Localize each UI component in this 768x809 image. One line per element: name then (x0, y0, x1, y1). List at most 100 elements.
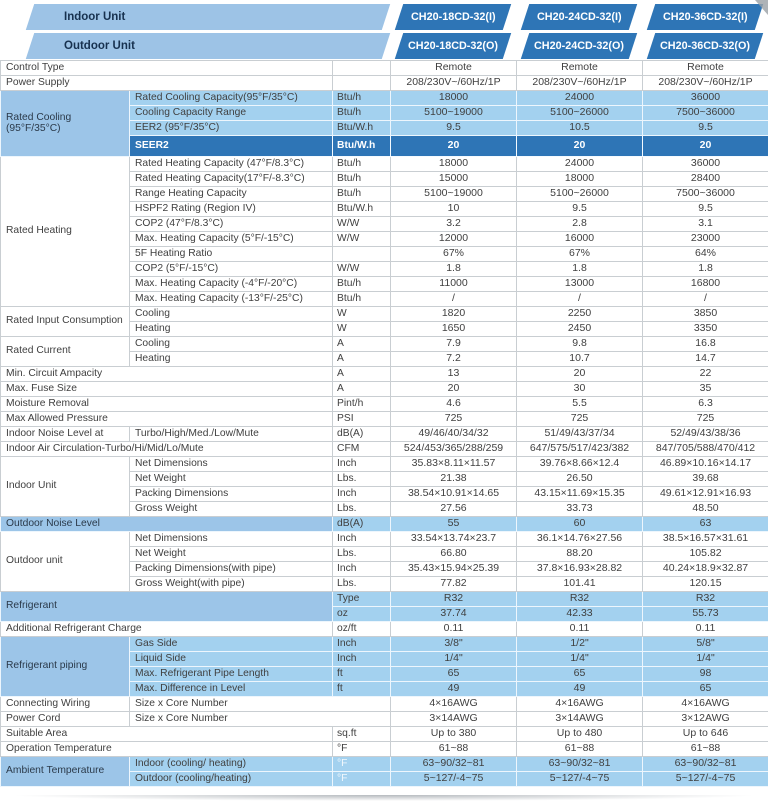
value-cell: 0.11 (390, 621, 518, 637)
value-cell: Up to 646 (642, 726, 768, 742)
value-cell: 5~127/-4~75 (516, 771, 644, 787)
value-cell: 4.6 (390, 396, 518, 412)
unit-cell: Btu/h (332, 171, 392, 187)
value-cell: 105.82 (642, 546, 768, 562)
value-cell: 4×16AWG (642, 696, 768, 712)
value-cell: 1650 (390, 321, 518, 337)
value-cell: 18000 (390, 156, 518, 172)
spec-name: Rated Heating Capacity(17°F/-8.3°C) (128, 171, 334, 187)
spec-row: Power Supply 208/230V~/60Hz/1P 208/230V~/6… (0, 75, 768, 91)
row-group-label: Rated Input Consumption (0, 306, 130, 337)
value-cell: 725 (390, 411, 518, 427)
value-cell: 38.5×16.57×31.61 (642, 531, 768, 547)
value-cell: 5/8" (642, 636, 768, 652)
unit-cell: Inch (332, 561, 392, 577)
unit-cell: Lbs. (332, 546, 392, 562)
indoor-model-badge: CH20-18CD-32(I) (394, 4, 512, 30)
model-name: CH20-36CD-32(O) (660, 40, 750, 52)
unit-cell: Type (332, 591, 392, 607)
spec-name: Indoor Air Circulation-Turbo/Hi/Mid/Lo/M… (0, 441, 334, 457)
row-group-label: Power Cord (0, 711, 130, 727)
unit-cell: Inch (332, 531, 392, 547)
spec-row: Packing Dimensions(with pipe) Inch 35.43×1… (1, 561, 768, 577)
spec-row: Rated Heating Capacity(17°F/-8.3°C) Btu/h… (1, 171, 768, 187)
spec-row: Max. Fuse Size A 20 30 35 (0, 381, 768, 397)
value-cell: 7500~36000 (642, 105, 768, 121)
value-cell: 35 (642, 381, 768, 397)
unit-cell (332, 246, 392, 262)
spec-row: Net Weight Lbs. 66.80 88.20 105.82 (1, 546, 768, 562)
unit-cell: Inch (332, 651, 392, 667)
unit-cell: Btu/W.h (332, 135, 392, 157)
spec-row: Outdoor (cooling/heating) °F 5~127/-4~75 5~… (1, 771, 768, 787)
row-group-label: Outdoor unit (0, 531, 130, 592)
spec-name: Packing Dimensions(with pipe) (128, 561, 334, 577)
value-cell: 7500~36000 (642, 186, 768, 202)
value-cell: 36.1×14.76×27.56 (516, 531, 644, 547)
value-cell: 9.5 (642, 120, 768, 136)
value-cell: 33.73 (516, 501, 644, 517)
value-cell: 61~88 (390, 741, 518, 757)
value-cell: 61~88 (642, 741, 768, 757)
value-cell: 55 (390, 516, 518, 532)
value-cell: 63~90/32~81 (642, 756, 768, 772)
row-group-label: Indoor Noise Level at (0, 426, 130, 442)
value-cell: 0.11 (642, 621, 768, 637)
spec-name: Power Supply (0, 75, 334, 91)
spec-row: Heating A 7.2 10.7 14.7 (1, 351, 768, 367)
value-cell: R32 (642, 591, 768, 607)
spec-name: Liquid Side (128, 651, 334, 667)
spec-row: Rated Input Consumption Cooling W 1820 2250 3… (0, 306, 768, 337)
value-cell: 3×14AWG (390, 711, 518, 727)
spec-row: Connecting Wiring Size x Core Number 4×16A… (0, 696, 768, 712)
unit-cell: °F (332, 741, 392, 757)
value-cell: 65 (642, 681, 768, 697)
unit-cell: Inch (332, 486, 392, 502)
value-cell: 1820 (390, 306, 518, 322)
value-cell: 524/453/365/288/259 (390, 441, 518, 457)
spec-name: Heating (128, 321, 334, 337)
unit-cell: oz/ft (332, 621, 392, 637)
unit-cell: A (332, 381, 392, 397)
spec-row: Refrigerant piping Gas Side Inch 3/8" 1/2" 5/… (0, 636, 768, 697)
value-cell: 20 (516, 366, 644, 382)
spec-name: Max Allowed Pressure (0, 411, 334, 427)
value-cell: 1/4" (390, 651, 518, 667)
spec-name: SEER2 (128, 135, 334, 157)
spec-row: Suitable Area sq.ft Up to 380 Up to 480 Up t… (0, 726, 768, 742)
model-name: CH20-24CD-32(O) (534, 40, 624, 52)
value-cell: 208/230V~/60Hz/1P (390, 75, 518, 91)
value-cell: 9.8 (516, 336, 644, 352)
value-cell: 30 (516, 381, 644, 397)
model-name: CH20-36CD-32(I) (662, 11, 748, 23)
value-cell: R32 (516, 591, 644, 607)
spec-row: Min. Circuit Ampacity A 13 20 22 (0, 366, 768, 382)
spec-row: Power Cord Size x Core Number 3×14AWG 3×14A… (0, 711, 768, 727)
value-cell: 37.74 (390, 606, 518, 622)
value-cell: 52/49/43/38/36 (642, 426, 768, 442)
spec-name: Outdoor (cooling/heating) (128, 771, 334, 787)
unit-cell: Btu/h (332, 105, 392, 121)
unit-cell: °F (332, 771, 392, 787)
spec-row: Cooling Capacity Range Btu/h 5100~19000 510… (1, 105, 768, 121)
unit-cell: Lbs. (332, 471, 392, 487)
unit-cell: °F (332, 756, 392, 772)
spec-row: oz 37.74 42.33 55.73 (1, 606, 768, 622)
unit-cell: W/W (332, 261, 392, 277)
value-cell: 0.11 (516, 621, 644, 637)
value-cell: 65 (516, 666, 644, 682)
outdoor-unit-band: Outdoor Unit (25, 33, 391, 59)
unit-cell: Inch (332, 636, 392, 652)
value-cell: 5100~26000 (516, 186, 644, 202)
spec-name: Gross Weight (128, 501, 334, 517)
unit-cell: W/W (332, 216, 392, 232)
spec-row: Outdoor unit Net Dimensions Inch 33.54×13.7… (0, 531, 768, 592)
row-group-label: Ambient Temperature (0, 756, 130, 787)
value-cell: 13000 (516, 276, 644, 292)
unit-cell: CFM (332, 441, 392, 457)
value-cell: 4×16AWG (390, 696, 518, 712)
value-cell: 63~90/32~81 (516, 756, 644, 772)
spec-name: Suitable Area (0, 726, 334, 742)
spec-name: Max. Refrigerant Pipe Length (128, 666, 334, 682)
value-cell: 35.83×8.11×11.57 (390, 456, 518, 472)
